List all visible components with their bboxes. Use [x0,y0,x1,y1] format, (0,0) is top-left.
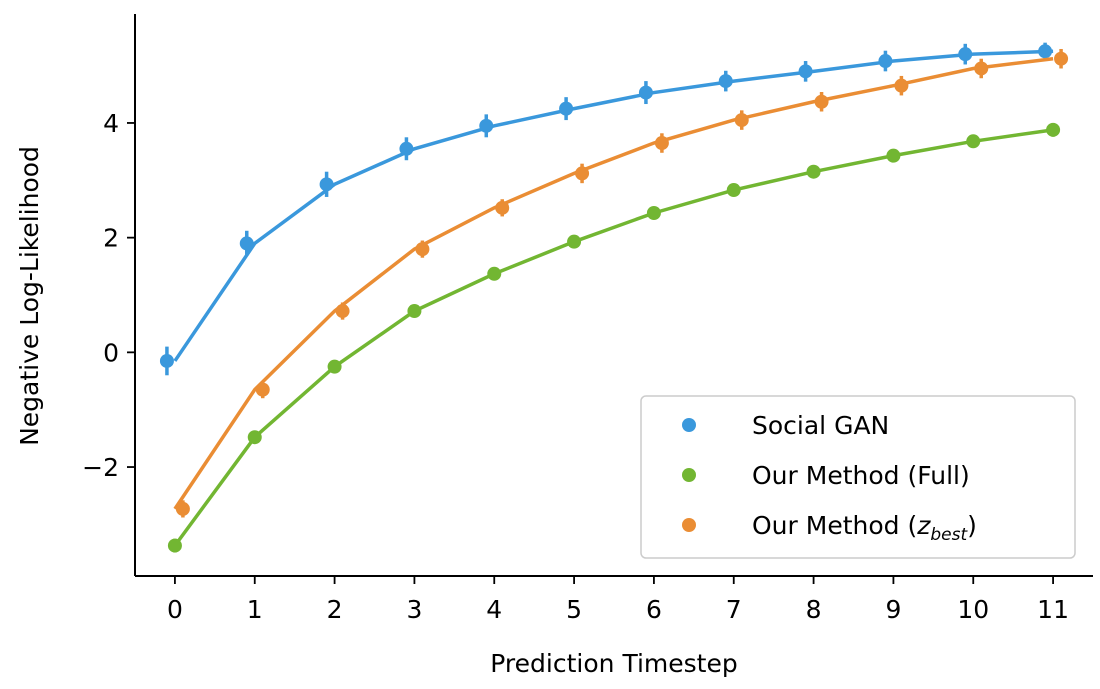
x-tick-label: 11 [1037,595,1069,624]
series-line [173,49,1054,362]
data-point [479,118,494,133]
series-line [173,128,1054,547]
x-tick-label: 8 [806,595,822,624]
data-point [575,166,590,181]
data-point [734,113,749,128]
y-axis-title: Negative Log-Likelihood [15,146,44,446]
data-point [167,538,182,553]
data-point [894,78,909,93]
data-point [335,304,350,319]
data-point [239,236,254,251]
data-point [255,382,270,397]
x-tick-label: 5 [566,595,582,624]
data-point [798,64,813,79]
series-3 [173,48,1069,518]
x-tick-label: 6 [646,595,662,624]
data-point [495,200,510,215]
data-point [646,205,661,220]
data-point [487,266,502,281]
data-point [415,242,430,257]
x-tick-label: 7 [726,595,742,624]
legend-marker [682,418,696,432]
x-tick-label: 3 [406,595,422,624]
data-point [654,136,669,151]
data-point [814,94,829,109]
data-point [399,141,414,156]
legend-marker [682,468,696,482]
data-point [806,164,821,179]
x-tick-label: 2 [327,595,343,624]
data-point [407,304,422,319]
x-tick-label: 1 [247,595,263,624]
x-tick-label: 9 [885,595,901,624]
y-tick-label: −2 [82,453,119,482]
y-tick-label: 0 [103,338,119,367]
data-point [567,234,582,249]
legend-label: Our Method (Full) [752,461,970,490]
data-point [718,74,733,89]
legend-marker [682,518,696,532]
data-point [966,134,981,149]
data-point [1046,122,1061,137]
data-point [327,359,342,374]
y-tick-label: 2 [103,224,119,253]
data-point [878,54,893,69]
legend-frame [640,395,1076,559]
data-point [247,430,262,445]
x-axis-title: Prediction Timestep [490,649,737,678]
legend-label: Social GAN [752,411,889,440]
data-point [726,183,741,198]
data-point [559,101,574,116]
data-point [638,85,653,100]
data-point [886,148,901,163]
x-tick-label: 10 [957,595,989,624]
x-tick-label: 0 [167,595,183,624]
axes: 0 1 2 3 4 5 6 7 8 9 10 11 −2 0 2 4 [82,14,1093,624]
series-1 [159,42,1054,376]
data-point [958,47,973,62]
series-layer [159,42,1069,553]
data-point [159,353,174,368]
x-tick-label: 4 [486,595,502,624]
y-tick-label: 4 [103,109,119,138]
data-point [1038,44,1053,59]
data-point [974,61,989,76]
series-2 [167,122,1061,553]
data-point [319,177,334,192]
data-point [1054,51,1069,66]
data-point [175,501,190,516]
